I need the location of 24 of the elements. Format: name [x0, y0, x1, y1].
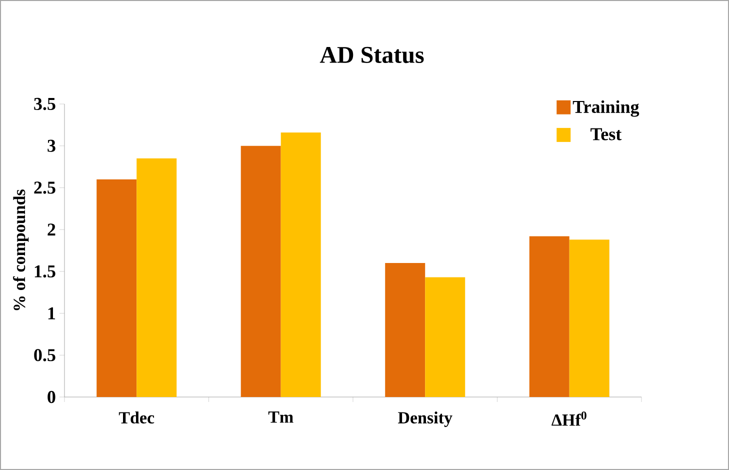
legend-label: Training — [572, 100, 640, 117]
x-tick-label: Tdec — [118, 412, 154, 424]
bar — [529, 236, 570, 397]
legend-label: Test — [590, 128, 622, 140]
y-tick-label: 3 — [48, 140, 56, 152]
x-tick-label: Tm — [268, 412, 294, 423]
bar — [240, 146, 281, 397]
bar — [569, 240, 610, 397]
chart-title: AD Status — [320, 46, 424, 64]
x-tick-label: Density — [398, 412, 452, 427]
y-tick-label: 2.5 — [34, 182, 56, 194]
y-tick-label: 1 — [48, 307, 56, 320]
bar — [96, 179, 137, 397]
bar — [136, 158, 177, 397]
bar — [280, 132, 321, 397]
y-tick-label: 1.5 — [34, 265, 56, 278]
bar — [425, 277, 466, 397]
x-tick-label: ΔHf$^{0}$ — [552, 412, 586, 426]
bar — [385, 263, 426, 397]
y-axis-title: % of compounds — [13, 190, 29, 310]
y-tick-label: 3.5 — [34, 98, 56, 110]
y-tick-label: 2 — [48, 224, 56, 236]
y-tick-label: 0.5 — [34, 349, 56, 362]
y-tick-label: 0 — [48, 390, 56, 404]
